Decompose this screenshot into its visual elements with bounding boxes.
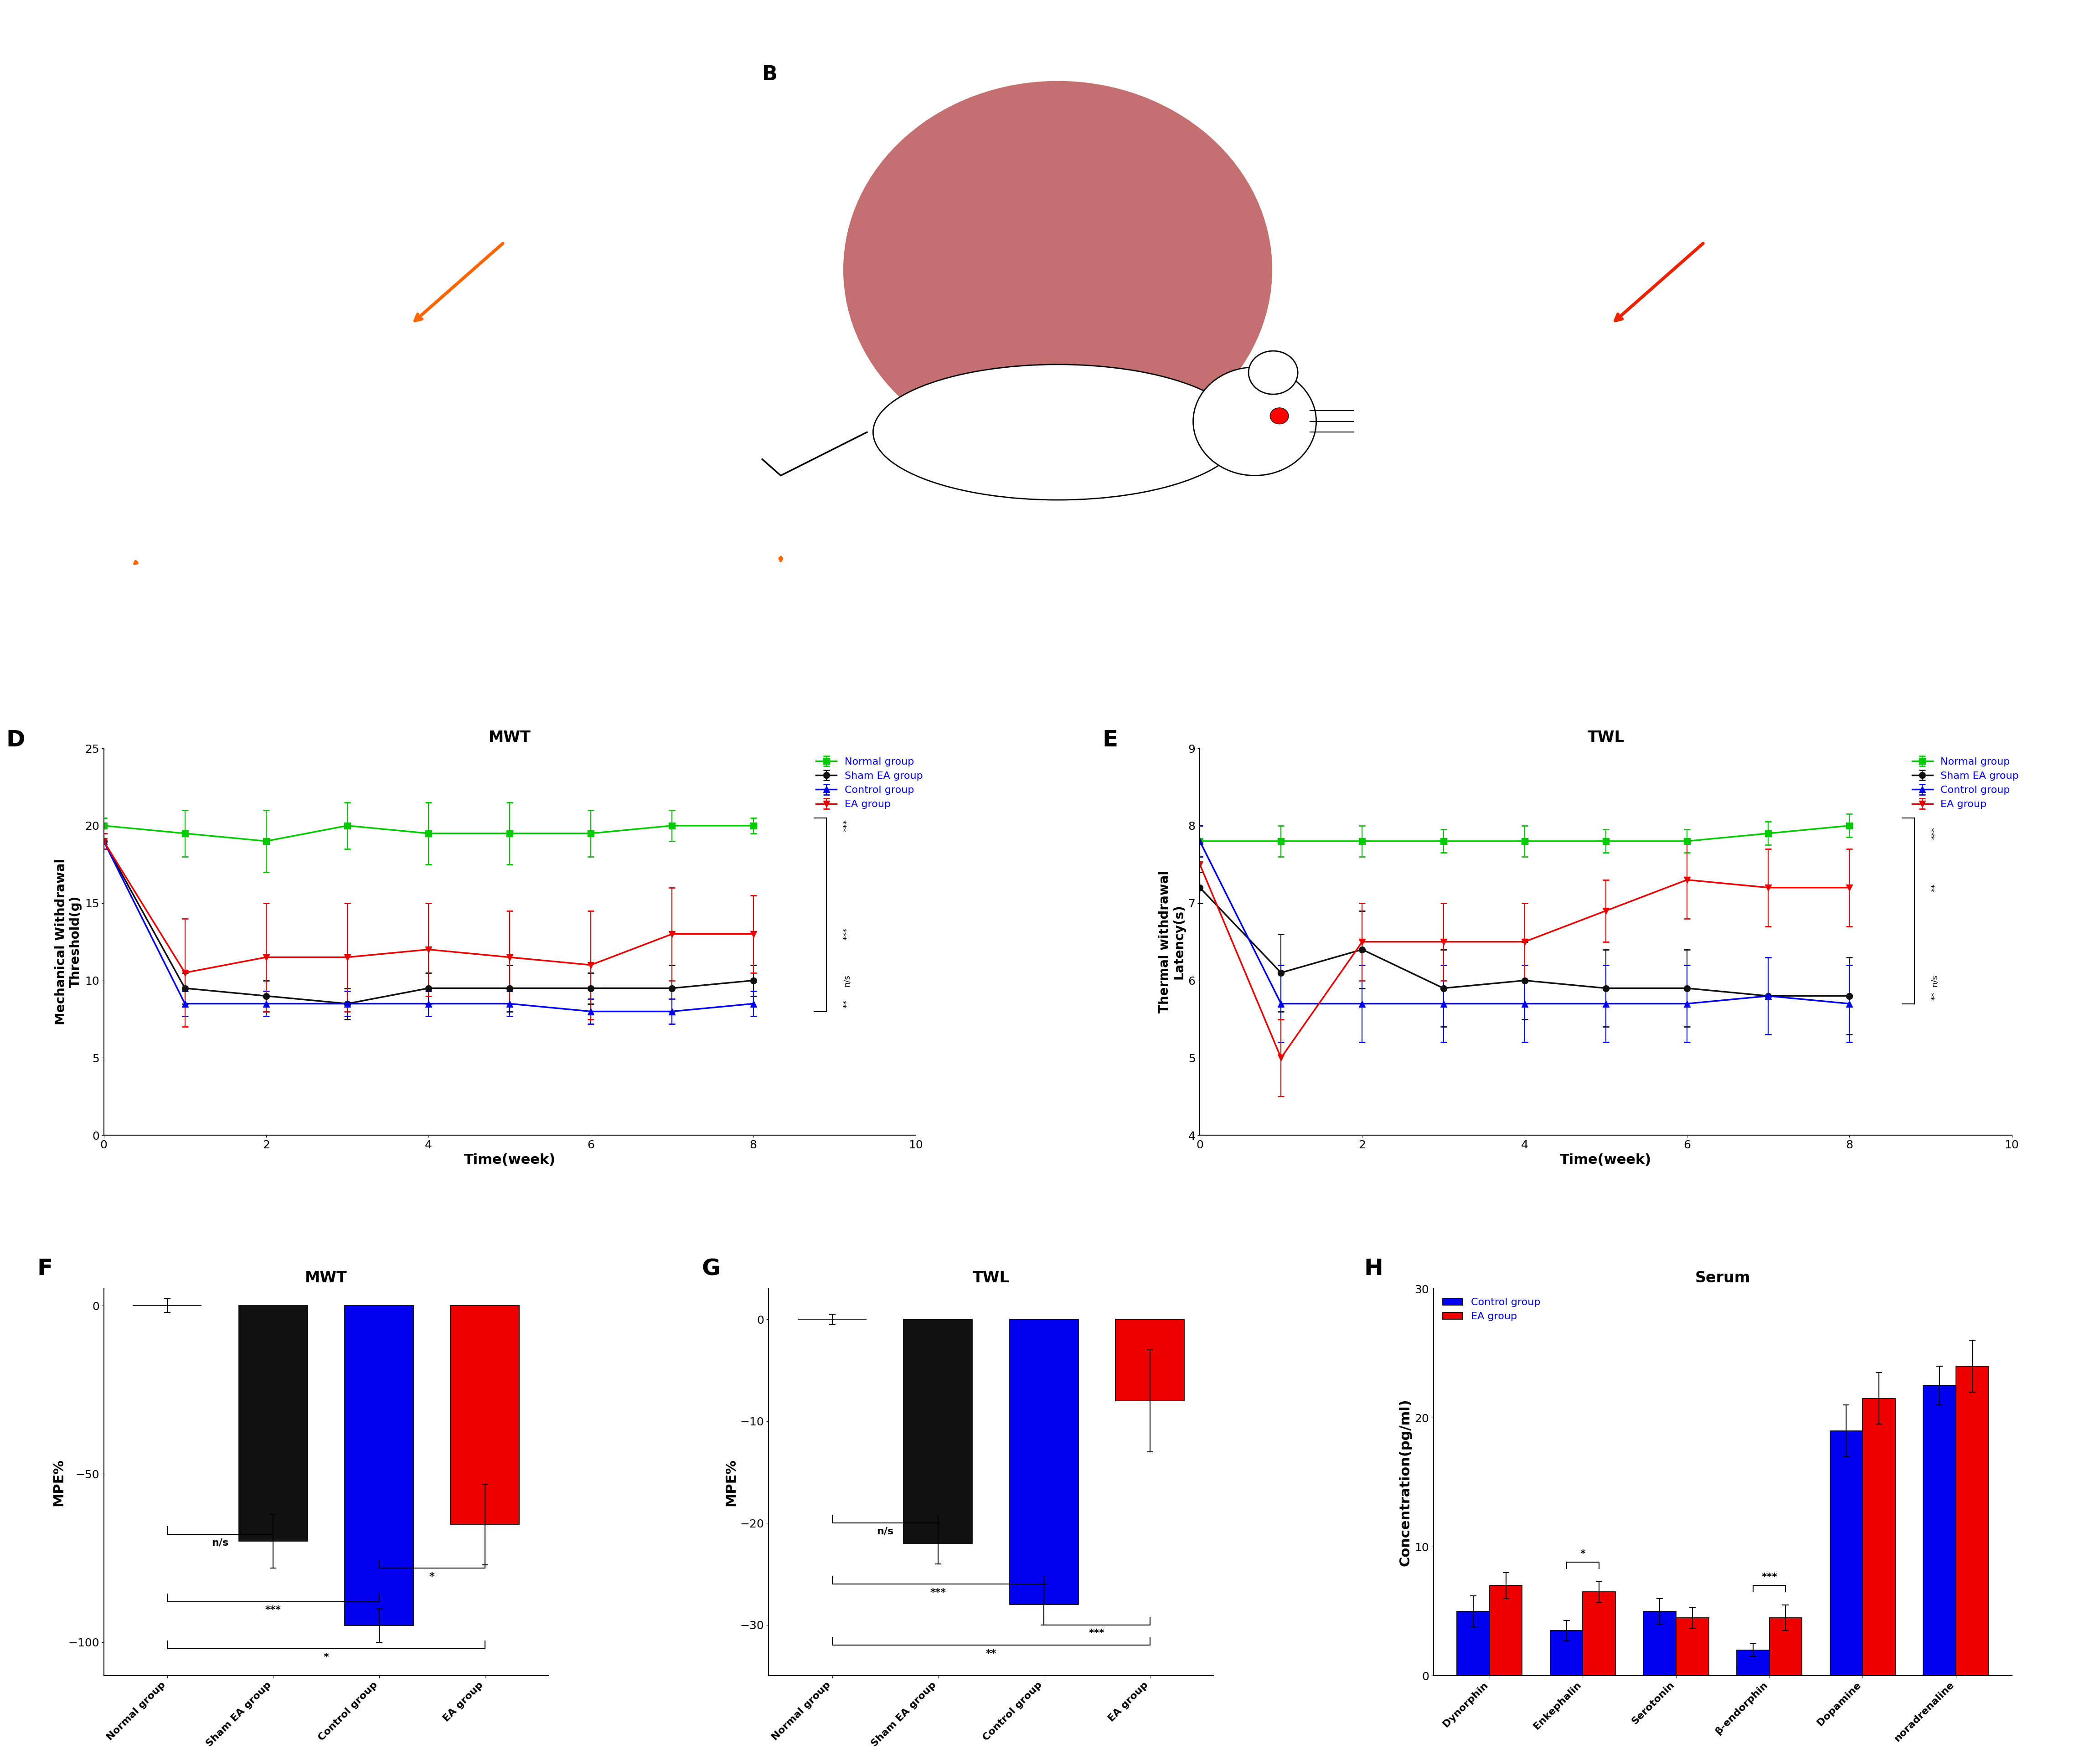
Text: **: ** (985, 1649, 996, 1658)
Text: ***: *** (1931, 827, 1939, 840)
Bar (1956, 1365, 1989, 1676)
Text: ***: *** (929, 1588, 946, 1596)
Text: n/s: n/s (212, 1538, 228, 1547)
Title: Serum: Serum (1694, 1270, 1750, 1286)
Y-axis label: MPE%: MPE% (52, 1459, 66, 1506)
Text: B: B (861, 108, 877, 127)
Text: **: ** (1931, 884, 1939, 891)
Title: MWT: MWT (489, 730, 531, 744)
X-axis label: Time(week): Time(week) (465, 1154, 556, 1166)
Text: ***: *** (1761, 1572, 1777, 1582)
Text: **: ** (1931, 991, 1939, 1000)
Circle shape (1193, 367, 1317, 476)
Text: *: * (1580, 1549, 1585, 1558)
X-axis label: Time(week): Time(week) (1560, 1154, 1651, 1166)
Bar (344, 1305, 413, 1625)
Circle shape (1249, 351, 1298, 395)
Text: C: C (1414, 64, 1431, 85)
Bar (239, 1305, 307, 1542)
Bar (904, 1319, 973, 1544)
Text: G: G (701, 1258, 720, 1279)
Bar (1489, 1586, 1522, 1676)
Text: ***: *** (265, 1605, 282, 1614)
Bar (1769, 1618, 1802, 1676)
Text: D: D (6, 729, 25, 751)
Title: TWL: TWL (1587, 730, 1624, 744)
Text: *: * (429, 1572, 436, 1581)
Legend: Normal group, Sham EA group, Control group, EA group: Normal group, Sham EA group, Control gro… (813, 753, 927, 813)
Text: E: E (1103, 729, 1118, 751)
Y-axis label: MPE%: MPE% (724, 1459, 738, 1506)
Circle shape (1269, 407, 1288, 423)
Bar (1923, 1385, 1956, 1676)
Bar (1116, 1319, 1184, 1401)
Text: A: A (122, 69, 139, 92)
Text: n/s: n/s (877, 1528, 894, 1536)
Text: ***: *** (1089, 1628, 1105, 1637)
Legend: Control group, EA group: Control group, EA group (1439, 1293, 1545, 1325)
Title: MWT: MWT (305, 1270, 346, 1286)
Text: B: B (769, 69, 786, 92)
Bar (1549, 1630, 1582, 1676)
Text: A: A (122, 69, 139, 92)
Text: *: * (324, 1653, 330, 1662)
Bar (1582, 1591, 1616, 1676)
Bar (450, 1305, 518, 1524)
Legend: Normal group, Sham EA group, Control group, EA group: Normal group, Sham EA group, Control gro… (1908, 753, 2022, 813)
Text: n/s: n/s (842, 974, 850, 986)
Title: TWL: TWL (973, 1270, 1010, 1286)
Text: ***: *** (842, 928, 850, 940)
Text: ***: *** (842, 820, 850, 833)
Bar (1456, 1611, 1489, 1676)
Bar (1643, 1611, 1676, 1676)
Y-axis label: Thermal withdrawal
Latency(s): Thermal withdrawal Latency(s) (1157, 870, 1186, 1013)
Circle shape (842, 79, 1273, 459)
Bar (1676, 1618, 1709, 1676)
Bar (1736, 1649, 1769, 1676)
Text: A: A (122, 64, 139, 85)
Bar (1862, 1399, 1896, 1676)
Text: F: F (37, 1258, 52, 1279)
Text: **: ** (842, 1000, 850, 1007)
Text: H: H (1365, 1258, 1383, 1279)
Bar (1010, 1319, 1078, 1605)
Text: C: C (1414, 69, 1431, 92)
Y-axis label: Concentration(pg/ml): Concentration(pg/ml) (1398, 1399, 1412, 1566)
Y-axis label: Mechanical Withdrawal
Threshold(g): Mechanical Withdrawal Threshold(g) (54, 859, 83, 1025)
Bar (1829, 1431, 1862, 1676)
Text: n/s: n/s (1931, 974, 1939, 986)
Ellipse shape (873, 365, 1242, 499)
Text: B: B (763, 65, 778, 85)
